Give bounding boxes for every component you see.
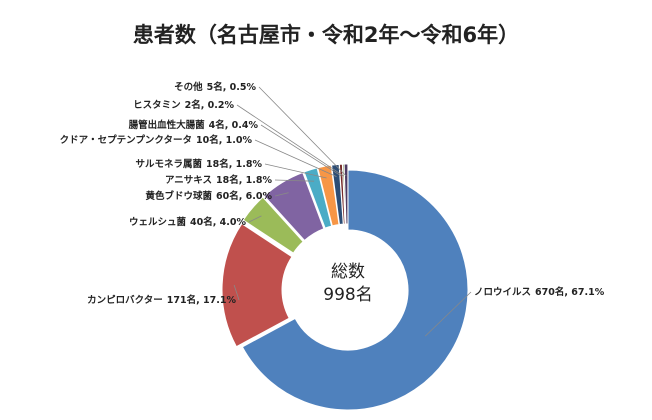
value-label: 18名, 1.8% bbox=[206, 158, 262, 170]
leader-line bbox=[236, 104, 344, 177]
leader-line bbox=[254, 139, 337, 177]
category-label: カンピロバクター bbox=[87, 294, 163, 306]
center-text: 998名 bbox=[323, 285, 372, 305]
category-label: ノロウイルス bbox=[474, 287, 531, 298]
value-label: 10名, 1.0% bbox=[196, 134, 252, 146]
leader-line bbox=[424, 291, 472, 337]
value-label: 40名, 4.0% bbox=[190, 216, 246, 228]
center-text: 総数 bbox=[331, 262, 365, 282]
category-label: その他 bbox=[174, 81, 203, 93]
category-label: 腸管出血性大腸菌 bbox=[129, 119, 206, 131]
category-label: サルモネラ属菌 bbox=[136, 158, 203, 170]
pie-slice bbox=[242, 196, 304, 254]
leader-line bbox=[264, 163, 327, 179]
value-label: 670名, 67.1% bbox=[535, 286, 605, 298]
leader-line bbox=[233, 284, 240, 301]
pie-slice bbox=[303, 167, 333, 229]
category-label: 黄色ブドウ球菌 bbox=[146, 190, 213, 202]
category-label: ヒスタミン bbox=[133, 99, 181, 111]
pie-slice bbox=[263, 171, 325, 242]
pie-slice bbox=[343, 163, 349, 225]
leader-line bbox=[258, 86, 347, 177]
value-label: 2名, 0.2% bbox=[185, 99, 235, 111]
pie-slice bbox=[241, 169, 469, 411]
category-label: ウェルシュ菌 bbox=[129, 216, 187, 228]
data-label: サルモネラ属菌 18名, 1.8% bbox=[136, 158, 263, 170]
data-label: アニサキス 18名, 1.8% bbox=[165, 174, 272, 186]
pie-slice bbox=[221, 223, 293, 348]
leader-line bbox=[260, 124, 342, 177]
data-label: 腸管出血性大腸菌 4名, 0.4% bbox=[129, 119, 259, 131]
value-label: 4名, 0.4% bbox=[209, 119, 259, 131]
leader-line bbox=[274, 179, 315, 182]
data-label: ノロウイルス 670名, 67.1% bbox=[474, 286, 605, 298]
leader-line bbox=[248, 215, 262, 223]
category-label: クドア・セプテンプンクタータ bbox=[60, 134, 192, 146]
value-label: 18名, 1.8% bbox=[216, 174, 272, 186]
category-label: アニサキス bbox=[165, 175, 212, 186]
value-label: 171名, 17.1% bbox=[167, 294, 237, 306]
pie-slice bbox=[317, 164, 340, 227]
value-label: 60名, 6.0% bbox=[216, 190, 272, 202]
data-label: 黄色ブドウ球菌 60名, 6.0% bbox=[146, 190, 273, 202]
data-label: カンピロバクター 171名, 17.1% bbox=[87, 294, 236, 306]
data-label: クドア・セプテンプンクタータ 10名, 1.0% bbox=[60, 134, 253, 146]
leader-line bbox=[274, 192, 289, 197]
data-label: その他 5名, 0.5% bbox=[174, 81, 256, 93]
data-label: ヒスタミン 2名, 0.2% bbox=[133, 99, 234, 111]
value-label: 5名, 0.5% bbox=[207, 81, 257, 93]
data-label: ウェルシュ菌 40名, 4.0% bbox=[129, 216, 246, 228]
chart-title: 患者数（名古屋市・令和2年～令和6年） bbox=[133, 23, 519, 47]
